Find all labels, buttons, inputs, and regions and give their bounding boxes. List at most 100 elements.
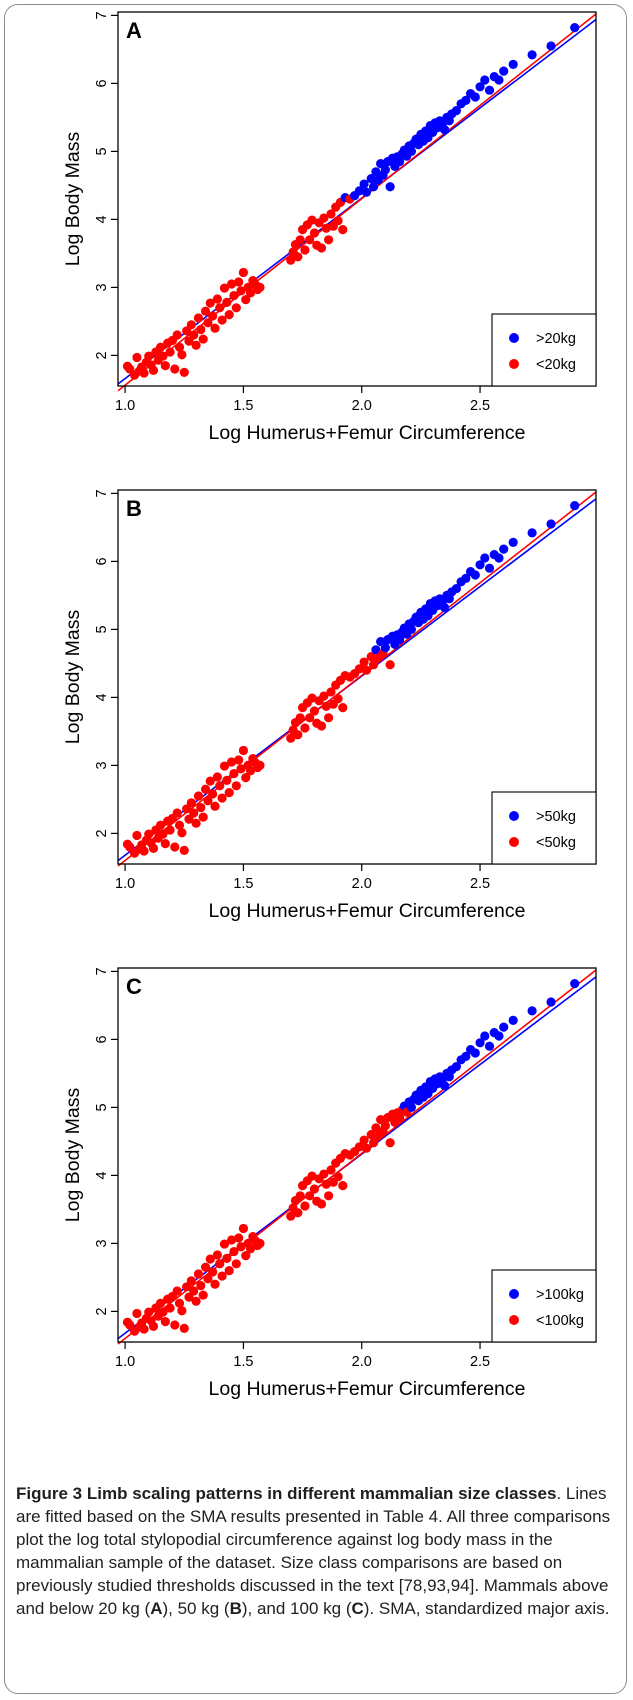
- data-point-below: [191, 340, 201, 350]
- data-point-below: [196, 802, 206, 813]
- x-tick-label: 2.0: [352, 1354, 372, 1370]
- data-point-above: [546, 41, 556, 51]
- data-point-below: [234, 277, 244, 287]
- data-point-below: [217, 315, 227, 325]
- y-tick-label: 2: [94, 1307, 110, 1315]
- x-tick-label: 1.5: [233, 1354, 253, 1370]
- data-point-above: [475, 1038, 485, 1048]
- data-point-below: [380, 1121, 390, 1131]
- data-point-below: [177, 1306, 187, 1316]
- data-point-above: [406, 1102, 417, 1112]
- y-tick-label: 7: [94, 489, 110, 497]
- data-point-below: [200, 306, 211, 316]
- data-point-below: [286, 1211, 296, 1221]
- y-axis-label: Log Body Mass: [62, 610, 84, 745]
- y-tick-label: 5: [94, 625, 110, 633]
- plot-frame: [117, 489, 597, 865]
- data-point-below: [305, 1191, 315, 1201]
- data-point-below: [321, 1179, 331, 1189]
- data-point-below: [316, 243, 327, 253]
- data-point-below: [170, 842, 180, 852]
- data-point-below: [354, 664, 364, 674]
- data-point-above: [570, 979, 580, 989]
- data-point-below: [160, 361, 170, 371]
- data-point-below: [295, 235, 305, 245]
- data-point-below: [179, 1323, 189, 1333]
- y-tick-label: 6: [94, 79, 110, 87]
- plot-frame: [117, 967, 597, 1343]
- data-point-below: [198, 812, 208, 822]
- data-point-above: [470, 1048, 480, 1058]
- legend-label-above: >20kg: [536, 331, 576, 347]
- data-point-below: [198, 334, 208, 344]
- y-tick-label: 7: [94, 11, 110, 19]
- data-point-below: [309, 228, 320, 238]
- data-point-below: [361, 1143, 372, 1153]
- caption-figure-label: Figure 3: [16, 1484, 83, 1503]
- legend-marker-above: [509, 811, 519, 821]
- data-point-below: [165, 1303, 175, 1313]
- data-point-below: [326, 1165, 336, 1175]
- data-point-below: [238, 745, 249, 756]
- data-point-below: [286, 255, 296, 265]
- data-point-below: [305, 235, 315, 245]
- caption-panel-c: C: [351, 1599, 364, 1618]
- data-point-below: [132, 830, 142, 841]
- data-point-below: [236, 286, 246, 296]
- data-point-below: [160, 839, 170, 849]
- data-point-below: [189, 808, 199, 818]
- data-point-below: [316, 1199, 327, 1209]
- data-point-below: [196, 1280, 206, 1291]
- y-tick-label: 3: [94, 1239, 110, 1247]
- panel-label: B: [126, 496, 142, 521]
- data-point-below: [224, 1266, 234, 1276]
- data-point-below: [224, 310, 234, 320]
- data-point-below: [338, 703, 348, 713]
- data-point-below: [326, 209, 336, 219]
- data-point-above: [546, 997, 556, 1007]
- y-tick-label: 3: [94, 761, 110, 769]
- data-point-above: [470, 570, 480, 580]
- data-point-below: [333, 216, 343, 226]
- y-tick-label: 4: [94, 215, 110, 223]
- legend-label-above: >50kg: [536, 809, 576, 825]
- data-point-below: [371, 1123, 381, 1133]
- y-tick-label: 6: [94, 557, 110, 565]
- data-point-below: [321, 701, 331, 711]
- legend-label-above: >100kg: [536, 1287, 584, 1303]
- data-point-below: [191, 818, 201, 828]
- data-point-below: [224, 788, 234, 798]
- figure-frame: [4, 4, 627, 1694]
- data-point-below: [231, 1259, 241, 1269]
- data-point-below: [361, 665, 372, 675]
- data-point-below: [359, 1135, 369, 1145]
- data-point-below: [333, 694, 343, 704]
- data-point-below: [179, 367, 189, 377]
- data-point-below: [139, 846, 149, 856]
- y-tick-label: 5: [94, 147, 110, 155]
- data-point-below: [144, 829, 154, 839]
- data-point-above: [570, 23, 580, 33]
- data-point-below: [226, 279, 237, 289]
- data-point-below: [236, 764, 246, 774]
- data-point-below: [160, 1317, 170, 1327]
- data-point-below: [321, 223, 331, 233]
- x-tick-label: 2.5: [470, 1354, 490, 1370]
- data-point-below: [229, 768, 239, 779]
- data-point-below: [385, 1138, 395, 1148]
- caption-body-3: ), and 100 kg (: [241, 1599, 352, 1618]
- fit-line-below: [117, 491, 597, 867]
- data-point-below: [293, 1208, 303, 1218]
- data-point-below: [245, 1244, 256, 1254]
- data-point-below: [219, 1239, 230, 1249]
- data-point-below: [158, 829, 168, 839]
- caption-title: Limb scaling patterns in different mamma…: [86, 1484, 557, 1503]
- panel-label: C: [126, 974, 142, 999]
- data-point-below: [319, 691, 329, 701]
- legend: >50kg <50kg: [491, 791, 597, 865]
- data-point-below: [139, 1324, 149, 1334]
- data-point-below: [215, 1259, 225, 1269]
- data-point-below: [245, 288, 256, 298]
- data-point-below: [144, 351, 154, 361]
- data-point-below: [307, 1171, 317, 1181]
